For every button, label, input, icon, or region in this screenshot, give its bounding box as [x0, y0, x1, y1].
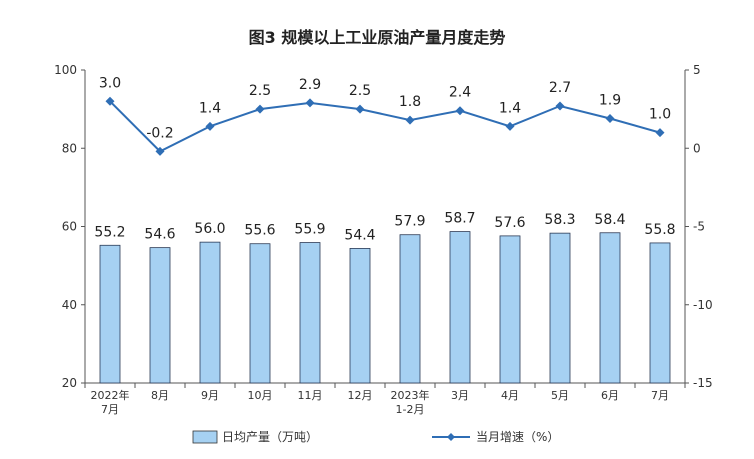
- growth-value-label: -0.2: [146, 125, 173, 141]
- chart-title: 图3 规模以上工业原油产量月度走势: [249, 28, 506, 47]
- bar-value-label: 55.8: [644, 222, 675, 238]
- growth-value-label: 1.4: [199, 100, 221, 116]
- y-left-tick-label: 60: [62, 220, 77, 234]
- growth-value-label: 2.9: [299, 77, 321, 93]
- growth-point: [455, 106, 465, 116]
- bar: [499, 235, 521, 384]
- legend-line-label: 当月增速（%）: [476, 430, 559, 444]
- growth-value-label: 1.0: [649, 107, 671, 123]
- growth-value-label: 2.5: [249, 83, 271, 99]
- legend-line-marker: [447, 433, 455, 441]
- bar-value-label: 54.4: [344, 227, 375, 243]
- bar: [399, 234, 421, 384]
- x-tick-label: 5月: [551, 389, 569, 402]
- y-left-tick-label: 40: [62, 298, 77, 312]
- x-tick-label: 11月: [298, 389, 323, 402]
- bars: [99, 231, 671, 384]
- x-tick-label: 6月: [601, 389, 619, 402]
- y-right-tick-label: -10: [693, 298, 713, 312]
- growth-point: [355, 104, 365, 114]
- bar: [199, 241, 221, 384]
- y-right-tick-label: 0: [693, 141, 701, 155]
- bar: [549, 232, 571, 384]
- growth-value-label: 1.4: [499, 100, 521, 116]
- legend: 日均产量（万吨） 当月增速（%）: [192, 430, 559, 444]
- growth-point: [605, 114, 615, 124]
- bar: [349, 248, 371, 384]
- growth-point: [105, 96, 115, 106]
- y-right-tick-label: 5: [693, 63, 701, 77]
- x-tick-label: 9月: [201, 389, 219, 402]
- growth-point: [405, 115, 415, 125]
- bar-labels: 55.2 54.6 56.0 55.6 55.9 54.4 57.9 58.7 57.6 58.3…: [94, 211, 675, 244]
- x-tick-label: 7月: [101, 403, 119, 416]
- bar-value-label: 57.6: [494, 215, 525, 231]
- y-right-tick-label: -5: [693, 220, 705, 234]
- y-left-tick-label: 100: [54, 63, 77, 77]
- y-right-tick-label: -15: [693, 376, 713, 390]
- bar-value-label: 58.7: [444, 211, 475, 227]
- bar: [599, 232, 621, 384]
- growth-labels: 3.0 -0.2 1.4 2.5 2.9 2.5 1.8 2.4 1.4 2.7 1.9 1.0: [99, 75, 671, 141]
- x-tick-label: 7月: [651, 389, 669, 402]
- bar-value-label: 55.2: [94, 224, 125, 240]
- growth-point: [255, 104, 265, 114]
- bar-value-label: 54.6: [144, 227, 175, 243]
- growth-point: [155, 146, 165, 156]
- bar-value-label: 57.9: [394, 214, 425, 230]
- legend-bar-label: 日均产量（万吨）: [222, 430, 318, 444]
- growth-value-label: 1.8: [399, 94, 421, 110]
- bar-value-label: 56.0: [194, 221, 225, 237]
- growth-point: [305, 98, 315, 108]
- x-tick-label: 4月: [501, 389, 519, 402]
- growth-point: [205, 121, 215, 131]
- growth-point: [505, 121, 515, 131]
- y-left-tick-label: 20: [62, 376, 77, 390]
- x-tick-label: 8月: [151, 389, 169, 402]
- bar-value-label: 55.9: [294, 222, 325, 238]
- bar-value-label: 58.3: [544, 212, 575, 228]
- growth-value-label: 3.0: [99, 75, 121, 91]
- x-tick-label: 3月: [451, 389, 469, 402]
- bar-value-label: 55.6: [244, 223, 275, 239]
- bar: [649, 242, 671, 384]
- growth-value-label: 2.5: [349, 83, 371, 99]
- bar: [149, 247, 171, 384]
- growth-line: [105, 96, 665, 156]
- bar-value-label: 58.4: [594, 212, 625, 228]
- growth-line-path: [109, 100, 661, 153]
- growth-point: [555, 101, 565, 111]
- x-tick-label: 10月: [248, 389, 273, 402]
- x-tick-label: 2022年: [91, 388, 130, 402]
- x-tick-label: 2023年: [391, 388, 430, 402]
- legend-bar-swatch: [192, 430, 218, 444]
- growth-value-label: 2.7: [549, 80, 571, 96]
- growth-point: [655, 128, 665, 138]
- growth-value-label: 2.4: [449, 85, 471, 101]
- bar: [449, 231, 471, 384]
- y-left-tick-label: 80: [62, 141, 77, 155]
- x-tick-label: 1-2月: [396, 403, 425, 416]
- x-tick-label: 12月: [348, 389, 373, 402]
- bar: [299, 242, 321, 384]
- bar: [249, 243, 271, 384]
- growth-value-label: 1.9: [599, 93, 621, 109]
- bar: [99, 244, 121, 384]
